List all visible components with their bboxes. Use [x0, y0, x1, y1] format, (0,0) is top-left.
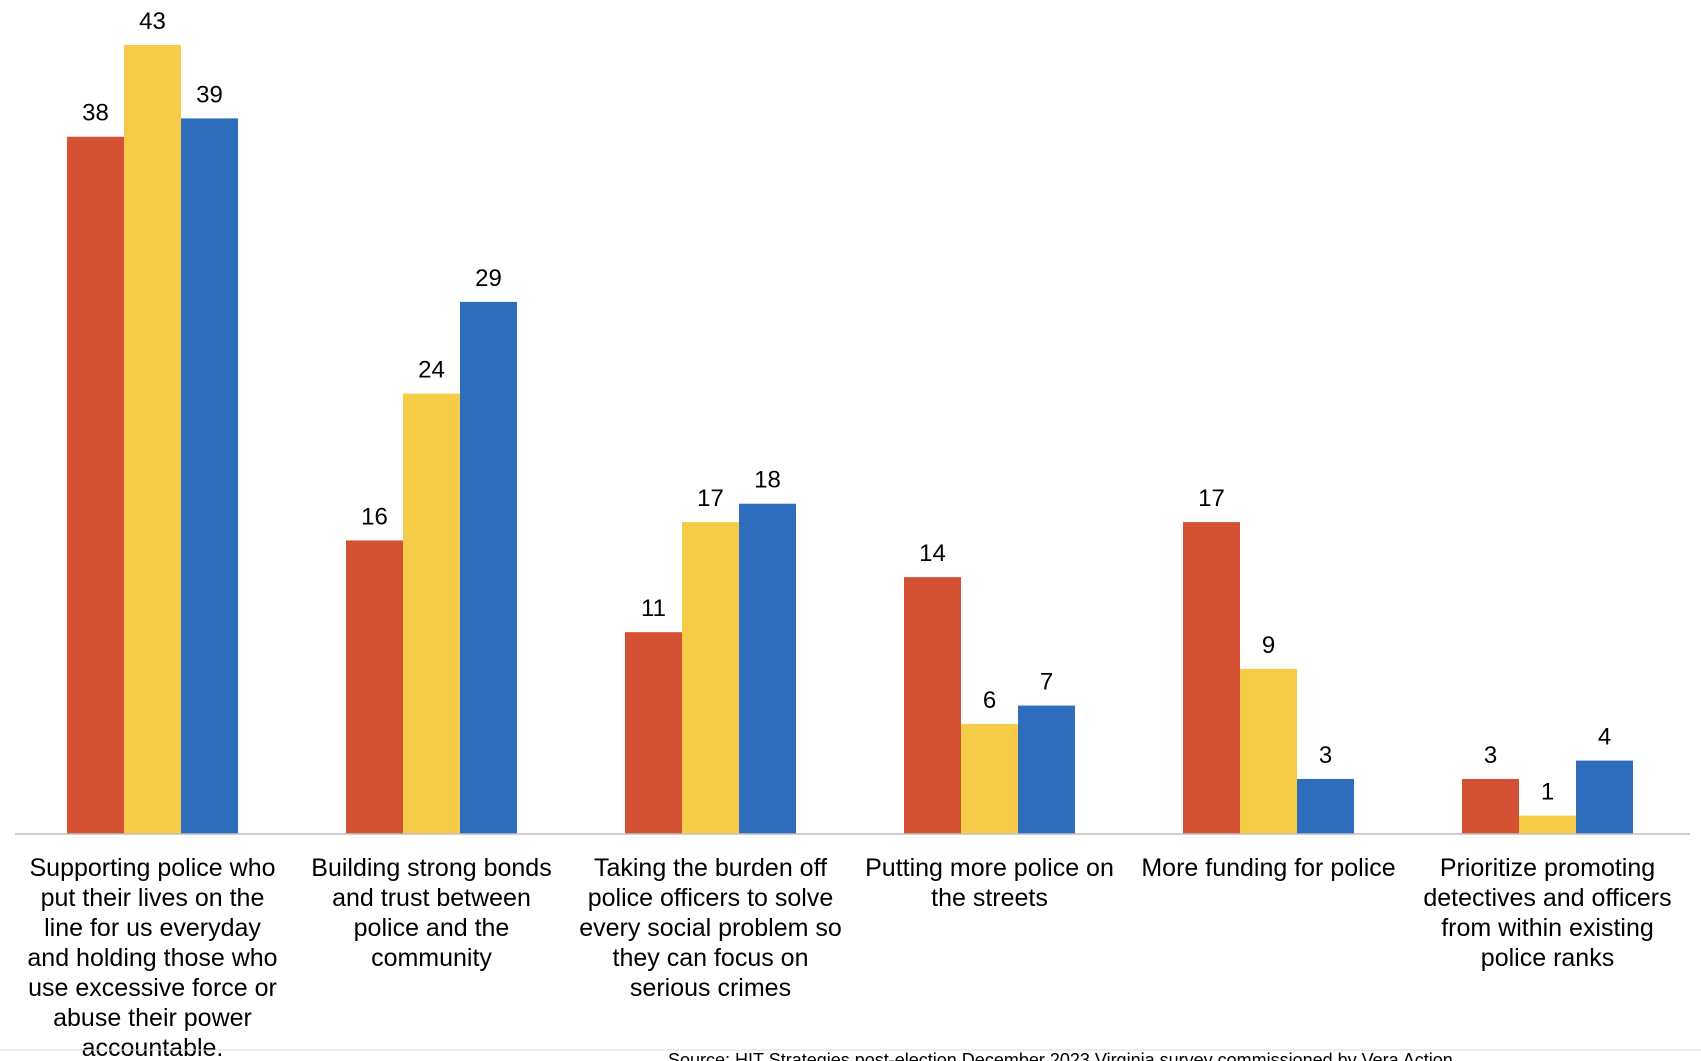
bar-series2-cat5: [1240, 668, 1297, 834]
value-label-series3-cat1: 39: [196, 81, 223, 108]
bar-series2-cat1: [124, 45, 181, 834]
bars-layer: [67, 45, 1633, 835]
category-label-4: Putting more police on the streets: [865, 854, 1114, 912]
value-label-series2-cat4: 6: [983, 687, 996, 714]
bar-series2-cat3: [682, 522, 739, 834]
value-label-series3-cat2: 29: [475, 265, 502, 292]
bar-series3-cat4: [1018, 705, 1075, 834]
value-label-series3-cat6: 4: [1598, 724, 1611, 751]
value-label-series1-cat3: 11: [641, 595, 666, 622]
category-label-5-line-1: More funding for police: [1141, 854, 1395, 882]
bar-series1-cat4: [904, 577, 961, 834]
category-label-6-line-2: detectives and officers: [1423, 884, 1671, 912]
value-label-series1-cat5: 17: [1198, 485, 1225, 512]
bar-series3-cat5: [1297, 778, 1354, 834]
category-label-1: Supporting police who put their lives on …: [27, 854, 277, 1061]
category-label-3-line-1: Taking the burden off: [594, 854, 827, 882]
value-label-series1-cat1: 38: [82, 100, 109, 127]
value-label-series2-cat6: 1: [1541, 779, 1554, 806]
category-label-1-line-5: use excessive force or: [28, 974, 277, 1002]
source-note: Source: HIT Strategies post-election Dec…: [668, 1050, 1453, 1061]
value-label-series2-cat1: 43: [139, 8, 166, 35]
category-labels-layer: Supporting police who put their lives on …: [27, 854, 1671, 1061]
category-label-2-line-1: Building strong bonds: [311, 854, 551, 882]
value-label-series3-cat3: 18: [754, 467, 781, 494]
category-label-3-line-5: serious crimes: [630, 974, 791, 1002]
category-label-2-line-2: and trust between: [332, 884, 531, 912]
category-label-5: More funding for police: [1141, 854, 1395, 882]
value-label-series1-cat4: 14: [919, 540, 946, 567]
value-label-series2-cat2: 24: [418, 357, 445, 384]
category-label-6-line-1: Prioritize promoting: [1440, 854, 1655, 882]
category-label-6-line-3: from within existing: [1441, 914, 1654, 942]
bar-series1-cat2: [346, 540, 403, 834]
bar-series1-cat3: [625, 632, 682, 834]
category-label-1-line-2: put their lives on the: [41, 884, 265, 912]
category-label-3-line-3: every social problem so: [579, 914, 842, 942]
category-label-4-line-2: the streets: [931, 884, 1048, 912]
category-label-2: Building strong bonds and trust between po…: [311, 854, 551, 972]
value-label-series1-cat6: 3: [1484, 742, 1497, 769]
value-label-series2-cat3: 17: [697, 485, 724, 512]
value-label-series3-cat5: 3: [1319, 742, 1332, 769]
category-label-3: Taking the burden off police officers to …: [579, 854, 842, 1002]
category-label-1-line-4: and holding those who: [27, 944, 277, 972]
category-label-1-line-3: line for us everyday: [44, 914, 261, 942]
bar-series2-cat4: [961, 723, 1018, 834]
bar-series3-cat1: [181, 118, 238, 835]
category-label-6: Prioritize promoting detectives and offic…: [1423, 854, 1671, 972]
bar-series1-cat1: [67, 136, 124, 834]
value-label-series1-cat2: 16: [361, 503, 388, 530]
category-label-3-line-2: police officers to solve: [588, 884, 834, 912]
bar-series2-cat2: [403, 393, 460, 834]
category-label-2-line-4: community: [371, 944, 492, 972]
category-label-2-line-3: police and the: [354, 914, 510, 942]
bar-series3-cat3: [739, 503, 796, 834]
bar-series3-cat6: [1576, 760, 1633, 834]
bar-series2-cat6: [1519, 815, 1576, 834]
bar-series1-cat6: [1462, 778, 1519, 834]
value-label-series2-cat5: 9: [1262, 632, 1275, 659]
value-label-series3-cat4: 7: [1040, 669, 1053, 696]
category-label-1-line-6: abuse their power: [53, 1004, 252, 1032]
category-label-1-line-7: accountable.: [82, 1034, 224, 1061]
bar-series3-cat2: [460, 301, 517, 834]
category-label-1-line-1: Supporting police who: [30, 854, 276, 882]
bar-series1-cat5: [1183, 522, 1240, 834]
category-label-6-line-4: police ranks: [1481, 944, 1614, 972]
category-label-4-line-1: Putting more police on: [865, 854, 1114, 882]
category-label-3-line-4: they can focus on: [613, 944, 809, 972]
